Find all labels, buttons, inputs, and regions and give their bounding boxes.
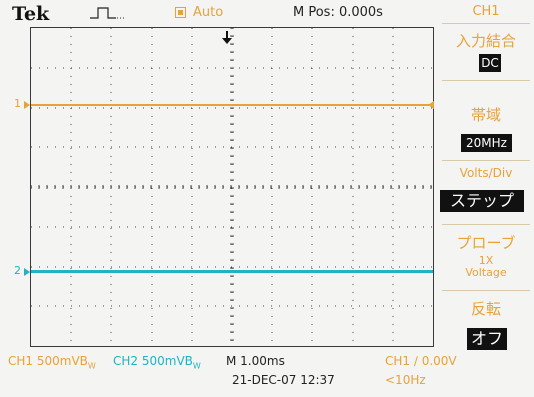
acquisition-status-icon: [175, 7, 186, 18]
menu-item-voltsdiv-value[interactable]: ステップ: [440, 190, 524, 212]
run-state: Auto: [193, 5, 224, 20]
menu-item-voltsdiv-label[interactable]: Volts/Div: [459, 166, 513, 180]
menu-item-probe-attenuation: 1X: [478, 254, 494, 267]
ch2-ground-marker: 2: [14, 264, 21, 277]
graticule: [30, 27, 434, 347]
ch2-trace: [31, 270, 433, 273]
trigger-edge-icon: [90, 7, 124, 19]
menu-item-coupling-value[interactable]: DC: [479, 54, 501, 72]
graticule-grid: [31, 28, 433, 346]
ch1-scale-readout: CH1 500mVBW: [8, 354, 96, 371]
date-time-readout: 21-DEC-07 12:37: [232, 373, 335, 387]
trigger-readout: CH1 ∕ 0.00V: [385, 354, 457, 368]
horizontal-position: M Pos: 0.000s: [293, 5, 383, 20]
menu-item-bandwidth-value[interactable]: 20MHz: [461, 134, 512, 152]
timebase-readout: M 1.00ms: [226, 354, 285, 368]
menu-item-invert-value[interactable]: オフ: [467, 328, 507, 350]
status-bar: Tek Auto M Pos: 0.000s: [0, 0, 440, 26]
bottom-status: CH1 500mVBW CH2 500mVBW M 1.00ms CH1 ∕ 0…: [0, 352, 534, 397]
menu-item-bandwidth-label[interactable]: 帯域: [470, 106, 501, 124]
menu-item-coupling-label[interactable]: 入力結合: [455, 32, 516, 50]
trigger-level-icon: [428, 101, 434, 109]
brand-logo: Tek: [12, 3, 50, 25]
menu-item-probe-type: Voltage: [465, 266, 507, 279]
side-menu: CH1 入力結合 DC 帯域 20MHz Volts/Div ステップ プローブ…: [438, 0, 534, 354]
ch2-scale-readout: CH2 500mVBW: [113, 354, 201, 371]
menu-title: CH1: [472, 4, 500, 19]
trigger-frequency-readout: <10Hz: [385, 373, 426, 387]
ch2-marker-arrow-icon: [24, 268, 30, 276]
ch1-ground-marker: 1: [14, 97, 21, 110]
ch1-marker-arrow-icon: [24, 101, 30, 109]
menu-item-invert-label[interactable]: 反転: [470, 300, 501, 318]
menu-item-probe-label[interactable]: プローブ: [456, 234, 516, 252]
ch1-trace: [31, 104, 433, 106]
